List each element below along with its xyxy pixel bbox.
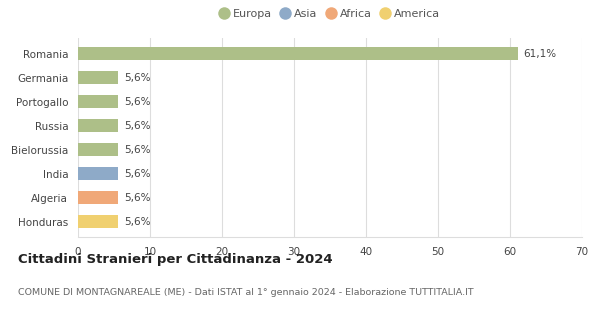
Text: 5,6%: 5,6%	[124, 97, 151, 107]
Text: 61,1%: 61,1%	[524, 49, 557, 59]
Text: COMUNE DI MONTAGNAREALE (ME) - Dati ISTAT al 1° gennaio 2024 - Elaborazione TUTT: COMUNE DI MONTAGNAREALE (ME) - Dati ISTA…	[18, 288, 473, 297]
Bar	[78, 47, 518, 60]
Text: 5,6%: 5,6%	[124, 73, 151, 83]
Text: 5,6%: 5,6%	[124, 217, 151, 227]
Bar	[78, 95, 118, 108]
Bar	[78, 71, 118, 84]
Bar	[78, 143, 118, 156]
Bar	[78, 119, 118, 132]
Bar	[78, 167, 118, 180]
Bar	[78, 191, 118, 204]
Text: 5,6%: 5,6%	[124, 145, 151, 155]
Text: 5,6%: 5,6%	[124, 169, 151, 179]
Text: 5,6%: 5,6%	[124, 121, 151, 131]
Text: Cittadini Stranieri per Cittadinanza - 2024: Cittadini Stranieri per Cittadinanza - 2…	[18, 253, 332, 266]
Legend: Europa, Asia, Africa, America: Europa, Asia, Africa, America	[220, 8, 440, 19]
Text: 5,6%: 5,6%	[124, 193, 151, 203]
Bar	[78, 215, 118, 228]
